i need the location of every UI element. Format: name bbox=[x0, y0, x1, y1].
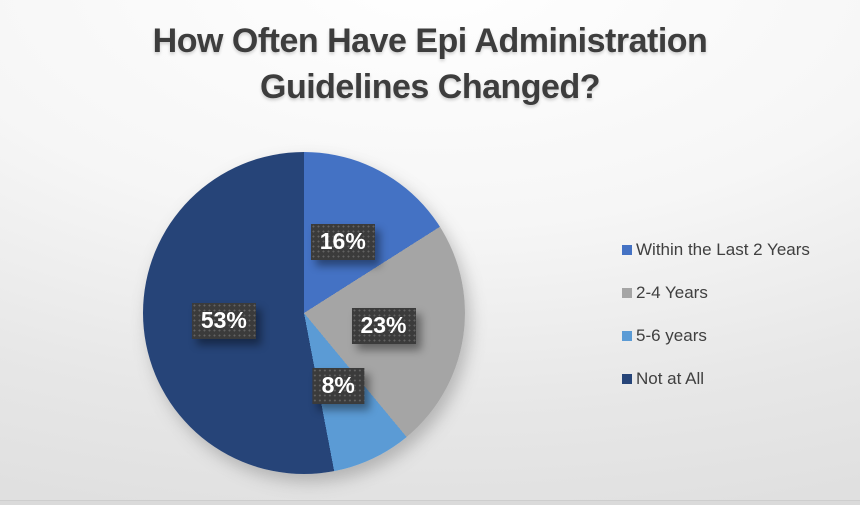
legend-label: Not at All bbox=[636, 369, 705, 388]
chart-title-line1: How Often Have Epi Administration bbox=[152, 22, 708, 60]
chart-title: How Often Have Epi Administration Guideli… bbox=[0, 18, 860, 110]
pie-chart: 16% 23% 8% 53% bbox=[143, 152, 465, 474]
legend-item-5-6-years[interactable]: 5-6 years bbox=[622, 326, 810, 345]
legend-label: 5-6 years bbox=[636, 326, 707, 345]
legend-label: 2-4 Years bbox=[636, 283, 708, 302]
legend: Within the Last 2 Years 2-4 Years 5-6 ye… bbox=[622, 240, 810, 413]
legend-item-within-2-years[interactable]: Within the Last 2 Years bbox=[622, 240, 810, 259]
data-label-5-6-years: 8% bbox=[312, 367, 364, 404]
data-label-not-at-all: 53% bbox=[191, 302, 256, 339]
legend-item-not-at-all[interactable]: Not at All bbox=[622, 369, 810, 388]
slide-bottom-edge bbox=[0, 500, 860, 505]
legend-swatch-icon bbox=[622, 374, 632, 384]
data-label-within-2-years: 16% bbox=[310, 224, 375, 261]
legend-swatch-icon bbox=[622, 288, 632, 298]
legend-label: Within the Last 2 Years bbox=[636, 240, 810, 259]
legend-swatch-icon bbox=[622, 331, 632, 341]
legend-item-2-4-years[interactable]: 2-4 Years bbox=[622, 283, 810, 302]
data-label-2-4-years: 23% bbox=[351, 307, 416, 344]
legend-swatch-icon bbox=[622, 245, 632, 255]
chart-title-line2: Guidelines Changed? bbox=[260, 68, 600, 107]
